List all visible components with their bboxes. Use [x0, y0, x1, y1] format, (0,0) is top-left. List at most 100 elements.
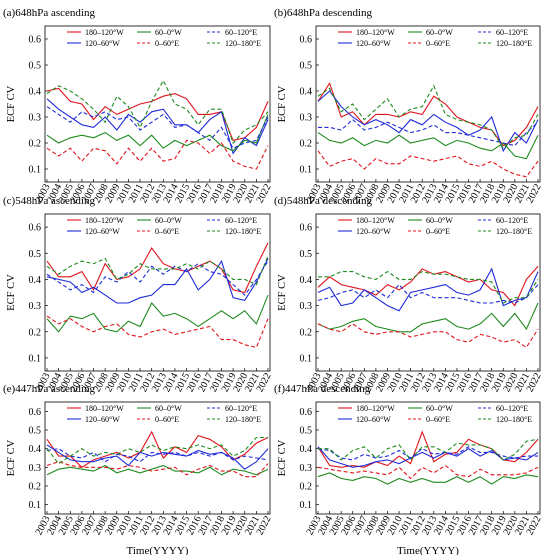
series-line-5 — [318, 120, 538, 146]
legend-label: 60–120°E — [225, 28, 257, 37]
panel-title: (a)648hPa ascending — [3, 7, 95, 19]
x-axis-label: Time(YYYY) — [127, 545, 189, 555]
series-line-1 — [47, 432, 268, 467]
y-tick-label: 0.2 — [29, 327, 42, 338]
y-tick-label: 0.5 — [300, 426, 313, 437]
y-tick-label: 0.1 — [29, 165, 42, 176]
y-tick-label: 0.6 — [29, 407, 42, 418]
legend-label: 120–60°W — [85, 227, 120, 236]
y-tick-label: 0.4 — [300, 87, 313, 98]
y-axis-label: ECF CV — [6, 439, 17, 476]
series-line-3 — [47, 295, 268, 332]
y-tick-label: 0.1 — [29, 353, 42, 364]
legend-label: 0–60°E — [426, 227, 450, 236]
y-tick-label: 0.2 — [300, 139, 313, 150]
legend-label: 120–180°E — [225, 415, 261, 424]
plot-frame — [45, 214, 270, 371]
legend-label: 60–0°W — [426, 28, 453, 37]
series-line-4 — [47, 316, 268, 347]
series-line-1 — [318, 432, 538, 467]
y-tick-label: 0.3 — [300, 301, 313, 312]
y-tick-label: 0.6 — [300, 407, 313, 418]
y-tick-label: 0.4 — [29, 87, 42, 98]
legend-label: 180–120°W — [356, 216, 395, 225]
legend-label: 180–120°W — [356, 404, 395, 413]
legend-label: 60–0°W — [426, 216, 453, 225]
y-axis-label: ECF CV — [277, 85, 288, 122]
legend-label: 60–0°W — [155, 28, 182, 37]
y-tick-label: 0.1 — [300, 353, 313, 364]
y-tick-label: 0.1 — [300, 500, 313, 511]
series-line-5 — [318, 447, 538, 460]
plot-frame — [316, 214, 540, 371]
x-axis-label: Time(YYYY) — [397, 545, 459, 555]
y-tick-label: 0.5 — [29, 249, 42, 260]
series-line-2 — [318, 447, 538, 468]
series-line-4 — [318, 151, 538, 177]
legend-label: 120–180°E — [496, 39, 532, 48]
legend-label: 0–60°E — [155, 415, 179, 424]
legend-label: 120–60°W — [85, 39, 120, 48]
series-line-3 — [318, 303, 538, 332]
chart-panel-b: (b)648hPa descending 0.1 0.2 0.3 0.4 0.5 0.6 EC… — [274, 7, 544, 205]
y-tick-label: 0.2 — [29, 139, 42, 150]
legend-label: 60–120°E — [225, 404, 257, 413]
legend-label: 180–120°W — [356, 28, 395, 37]
y-tick-label: 0.2 — [300, 327, 313, 338]
y-tick-label: 0.6 — [29, 223, 42, 234]
y-axis-label: ECF CV — [277, 439, 288, 476]
panel-title: (f)447hPa descending — [274, 383, 371, 395]
series-line-1 — [47, 88, 268, 140]
chart-panel-f: (f)447hPa descending 0.1 0.2 0.3 0.4 0.5 0.6 EC… — [274, 383, 544, 555]
y-tick-label: 0.3 — [29, 463, 42, 474]
y-tick-label: 0.5 — [300, 61, 313, 72]
legend-label: 60–120°E — [496, 28, 528, 37]
legend-label: 60–0°W — [426, 404, 453, 413]
legend-label: 0–60°E — [426, 415, 450, 424]
panel-title: (c)548hPa ascending — [3, 195, 95, 207]
y-tick-label: 0.2 — [29, 482, 42, 493]
y-tick-label: 0.6 — [300, 35, 313, 46]
legend-label: 180–120°W — [85, 216, 124, 225]
plot-frame — [45, 26, 270, 182]
legend-label: 120–60°W — [85, 415, 120, 424]
panel-title: (d)548hPa descending — [274, 195, 373, 207]
chart-panel-c: (c)548hPa ascending 0.1 0.2 0.3 0.4 0.5 0.6 ECF… — [3, 195, 274, 394]
y-tick-label: 0.3 — [29, 301, 42, 312]
series-line-2 — [47, 99, 268, 154]
legend-label: 60–0°W — [155, 216, 182, 225]
legend-label: 120–180°E — [496, 415, 532, 424]
y-tick-label: 0.1 — [29, 500, 42, 511]
y-tick-label: 0.5 — [300, 249, 313, 260]
y-tick-label: 0.4 — [300, 275, 313, 286]
chart-panel-a: (a)648hPa ascending 0.1 0.2 0.3 0.4 0.5 0.6 ECF… — [3, 7, 274, 205]
y-axis-label: ECF CV — [6, 85, 17, 122]
legend-label: 120–60°W — [356, 227, 391, 236]
y-tick-label: 0.5 — [29, 61, 42, 72]
y-tick-label: 0.3 — [29, 113, 42, 124]
series-line-6 — [47, 81, 268, 143]
legend-label: 0–60°E — [155, 39, 179, 48]
legend-label: 0–60°E — [426, 39, 450, 48]
legend-label: 0–60°E — [155, 227, 179, 236]
legend-label: 60–0°W — [155, 404, 182, 413]
panel-title: (e)447hPa ascending — [3, 383, 95, 395]
legend-label: 60–120°E — [496, 404, 528, 413]
legend-label: 120–60°W — [356, 39, 391, 48]
legend-label: 60–120°E — [225, 216, 257, 225]
legend-label: 180–120°W — [85, 404, 124, 413]
y-tick-label: 0.2 — [300, 482, 313, 493]
plot-frame — [316, 26, 540, 182]
legend-label: 60–120°E — [496, 216, 528, 225]
y-tick-label: 0.4 — [29, 444, 42, 455]
legend-label: 180–120°W — [85, 28, 124, 37]
series-line-1 — [318, 83, 538, 145]
y-tick-label: 0.4 — [300, 444, 313, 455]
panel-title: (b)648hPa descending — [274, 7, 373, 19]
series-line-2 — [318, 91, 538, 151]
y-axis-label: ECF CV — [277, 274, 288, 311]
y-tick-label: 0.4 — [29, 275, 42, 286]
legend-label: 120–180°E — [496, 227, 532, 236]
series-line-2 — [47, 259, 268, 304]
